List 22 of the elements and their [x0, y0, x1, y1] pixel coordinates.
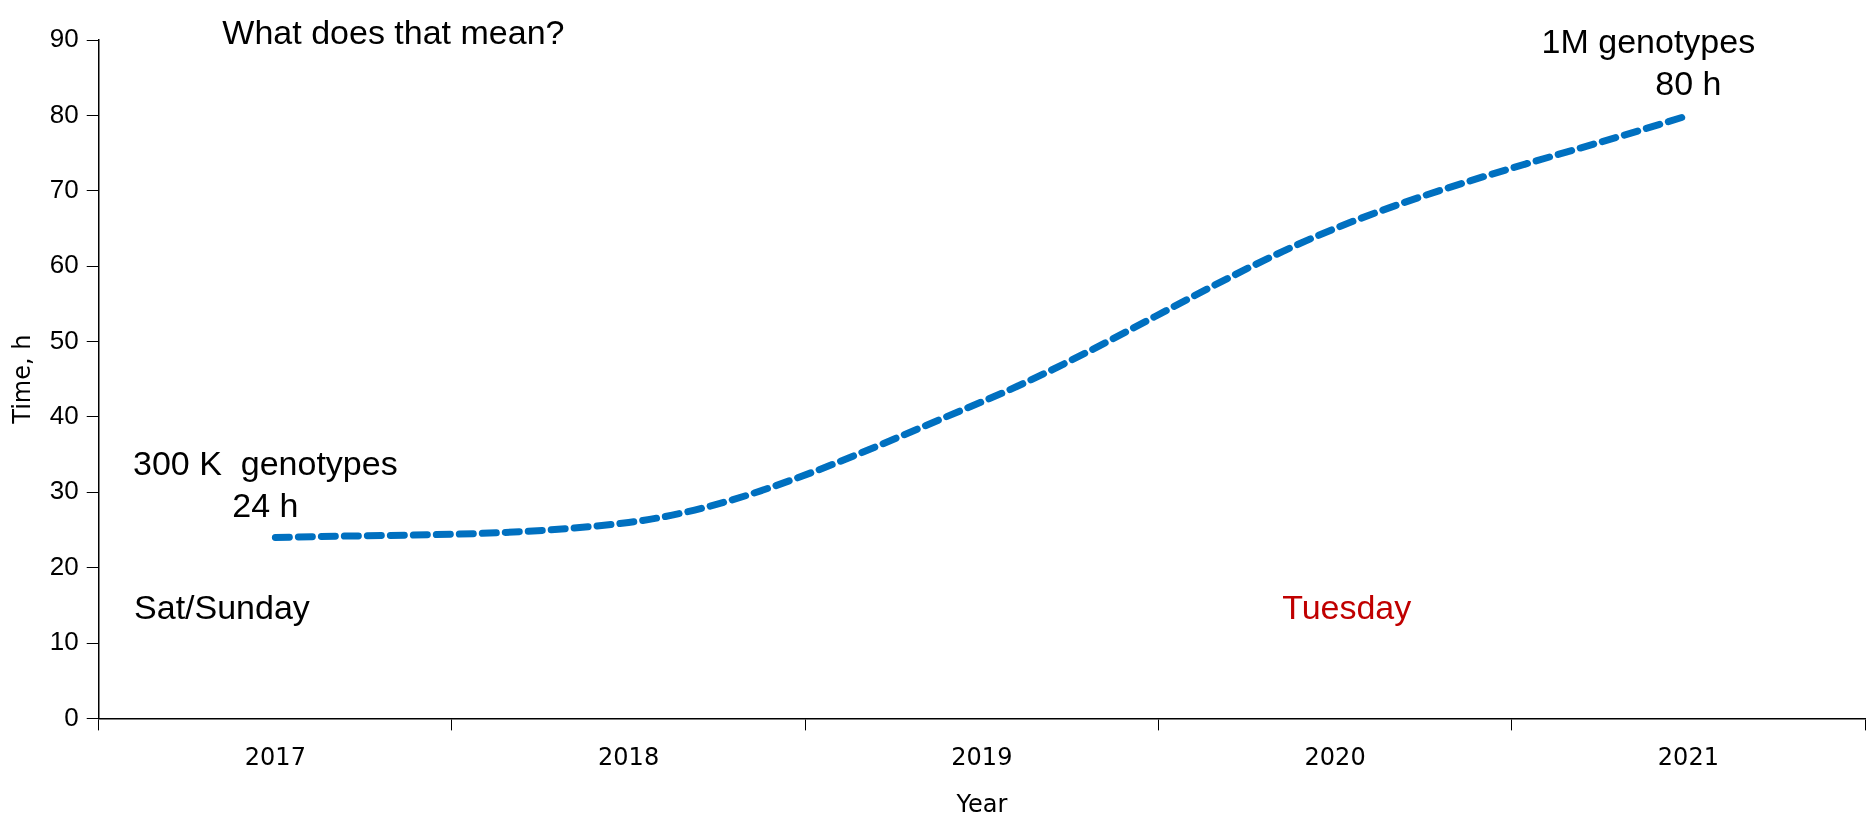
- y-tick-label: 0: [64, 701, 79, 732]
- y-tick-label: 90: [49, 23, 79, 54]
- annotation: What does that mean?: [222, 13, 565, 52]
- y-tick-label: 40: [49, 400, 79, 431]
- x-axis-title: Year: [955, 789, 1008, 818]
- x-tick-label: 2019: [951, 743, 1013, 772]
- y-tick-label: 10: [49, 626, 79, 657]
- annotation: 300 K genotypes 24 h: [133, 443, 398, 524]
- y-tick-label: 70: [49, 173, 79, 204]
- annotation: Tuesday: [1282, 588, 1412, 627]
- annotation: Sat/Sunday: [134, 588, 310, 627]
- y-tick-label: 60: [49, 249, 79, 280]
- x-tick-label: 2018: [598, 743, 660, 772]
- x-tick-label: 2017: [244, 743, 306, 772]
- y-tick-label: 50: [49, 324, 79, 355]
- y-tick-label: 20: [49, 550, 79, 581]
- y-tick-label: 30: [49, 475, 79, 506]
- x-tick-label: 2021: [1657, 743, 1719, 772]
- y-tick-label: 80: [49, 98, 79, 129]
- x-tick-label: 2020: [1304, 743, 1366, 772]
- annotation: 1M genotypes 80 h: [1541, 21, 1756, 102]
- y-axis-title: Time, h: [7, 334, 36, 425]
